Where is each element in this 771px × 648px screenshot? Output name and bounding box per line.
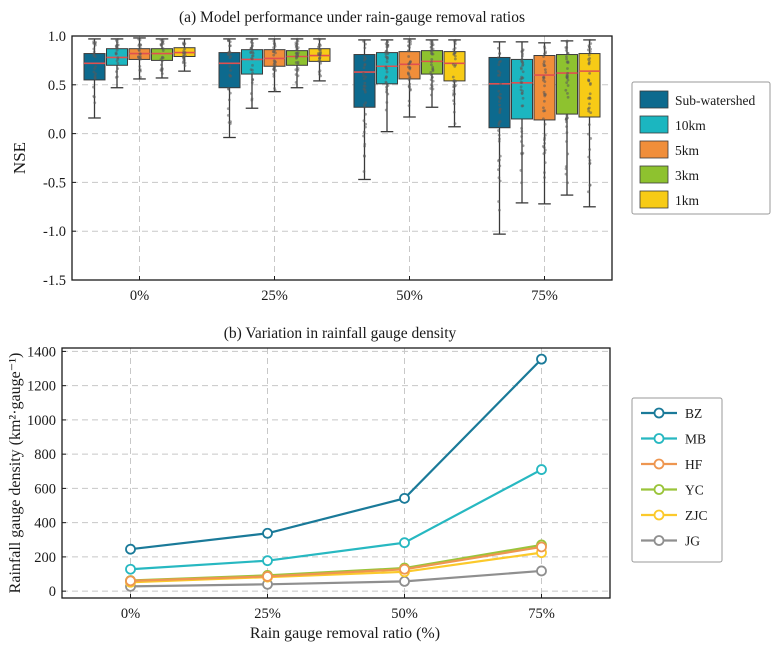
panel-a-legend: Sub-watershed 10km 5km 3km 1km: [631, 81, 771, 215]
series-mb: [125, 464, 547, 575]
line-hf: [130, 545, 542, 582]
line-jg: [130, 569, 542, 588]
legend-label: BZ: [685, 406, 702, 421]
panel-b-y-tick-label: 1400: [27, 344, 56, 360]
box-sub-watershed-25pct: [218, 38, 241, 139]
point-hf: [399, 563, 410, 575]
panel-a-y-tick-label: -0.5: [43, 175, 66, 191]
point-jg: [399, 575, 410, 587]
box-3km-0pct: [151, 38, 173, 79]
series-jg: [125, 565, 547, 592]
panel-a-x-tick-label: 0%: [130, 288, 149, 304]
panel-a-x-tick-label: 50%: [396, 288, 423, 304]
panel-a-y-tick-label: -1.0: [43, 224, 66, 240]
panel-a-y-tick-label: -1.5: [43, 273, 66, 289]
legend-item-bz: BZ: [641, 406, 702, 421]
legend-label: 10km: [675, 118, 706, 133]
panel-b-y-tick-label: 800: [34, 447, 56, 463]
box-10km-25pct: [241, 38, 263, 109]
legend-item-5km: 5km: [639, 140, 700, 159]
point-hf: [262, 571, 273, 582]
panel-b-frame: [61, 347, 611, 599]
point-mb: [262, 555, 273, 567]
legend-item-zjc: ZJC: [641, 508, 708, 523]
legend-item-3km: 3km: [639, 165, 700, 184]
box-10km-50pct: [376, 39, 398, 133]
panel-b-y-tick-label: 0: [49, 584, 56, 600]
legend-item-hf: HF: [641, 457, 703, 472]
point-mb: [399, 537, 410, 549]
panel-b-y-tick-label: 1000: [27, 413, 56, 429]
box-10km-0pct: [106, 38, 128, 89]
box-sub-watershed-75pct: [488, 41, 511, 235]
legend-item-jg: JG: [641, 534, 700, 549]
legend-label: 3km: [675, 168, 700, 183]
point-mb: [536, 464, 547, 475]
panel-a-y-tick-label: 0.0: [48, 127, 66, 143]
legend-label: Sub-watershed: [675, 93, 755, 108]
panel-a-x-tick-label: 75%: [531, 288, 558, 304]
legend-item-yc: YC: [641, 483, 704, 498]
box-sub-watershed-50pct: [353, 38, 376, 181]
box-3km-75pct: [556, 39, 578, 196]
legend-label: MB: [685, 432, 706, 447]
panel-a-y-axis-label: NSE: [10, 142, 29, 174]
legend-label: ZJC: [685, 508, 708, 523]
legend-label: 5km: [675, 143, 700, 158]
panel-a-box-chart: (a) Model performance under rain-gauge r…: [10, 9, 771, 304]
line-bz: [130, 358, 543, 551]
legend-label: HF: [685, 457, 703, 472]
legend-item-sub-watershed: Sub-watershed: [639, 90, 755, 109]
legend-item-10km: 10km: [639, 115, 706, 134]
panel-b-y-tick-label: 1200: [27, 379, 56, 395]
box-3km-25pct: [286, 37, 308, 89]
series-bz: [125, 353, 547, 555]
box-1km-50pct: [443, 38, 466, 128]
series-hf: [125, 541, 547, 587]
box-5km-50pct: [398, 38, 421, 118]
panel-a-y-tick-label: 0.5: [48, 78, 66, 94]
box-5km-75pct: [533, 42, 556, 205]
panel-b-x-tick-label: 0%: [121, 606, 140, 622]
legend-label: 1km: [675, 193, 700, 208]
panel-b-x-axis-label: Rain gauge removal ratio (%): [250, 625, 440, 642]
box-1km-75pct: [578, 38, 601, 208]
legend-label: YC: [685, 483, 704, 498]
box-5km-25pct: [263, 38, 286, 93]
box-1km-0pct: [173, 38, 196, 72]
panel-a-title: (a) Model performance under rain-gauge r…: [179, 9, 525, 26]
point-hf: [536, 541, 547, 553]
panel-b-y-axis-label: Rainfall gauge density (km²·gauge⁻¹): [7, 353, 24, 594]
panel-a-x-tick-label: 25%: [261, 288, 288, 304]
legend-item-mb: MB: [641, 432, 706, 447]
point-jg: [536, 565, 547, 577]
point-mb: [125, 563, 136, 575]
box-3km-50pct: [421, 39, 443, 108]
box-10km-75pct: [511, 41, 533, 204]
box-1km-25pct: [308, 37, 331, 82]
point-bz: [536, 353, 547, 365]
panel-b-y-tick-label: 200: [34, 550, 56, 566]
panel-b-x-tick-label: 25%: [254, 606, 281, 622]
panel-b-y-tick-label: 400: [34, 516, 56, 532]
panel-b-line-chart: (b) Variation in rainfall gauge density …: [7, 325, 723, 642]
legend-label: JG: [685, 534, 700, 549]
panel-a-y-tick-label: 1.0: [48, 29, 66, 45]
line-mb: [130, 468, 543, 571]
point-hf: [125, 575, 136, 587]
point-bz: [262, 527, 273, 539]
panel-a-frame: [71, 35, 613, 281]
point-bz: [125, 543, 136, 555]
box-sub-watershed-0pct: [83, 38, 106, 119]
panel-b-title: (b) Variation in rainfall gauge density: [224, 325, 457, 342]
legend-item-1km: 1km: [639, 190, 700, 209]
panel-b-x-tick-label: 50%: [391, 606, 418, 622]
point-bz: [399, 492, 410, 504]
panel-b-legend: BZ MB HF YC ZJC JG: [631, 397, 723, 563]
box-5km-0pct: [128, 37, 151, 80]
panel-b-x-tick-label: 75%: [528, 606, 555, 622]
panel-b-y-tick-label: 600: [34, 481, 56, 497]
